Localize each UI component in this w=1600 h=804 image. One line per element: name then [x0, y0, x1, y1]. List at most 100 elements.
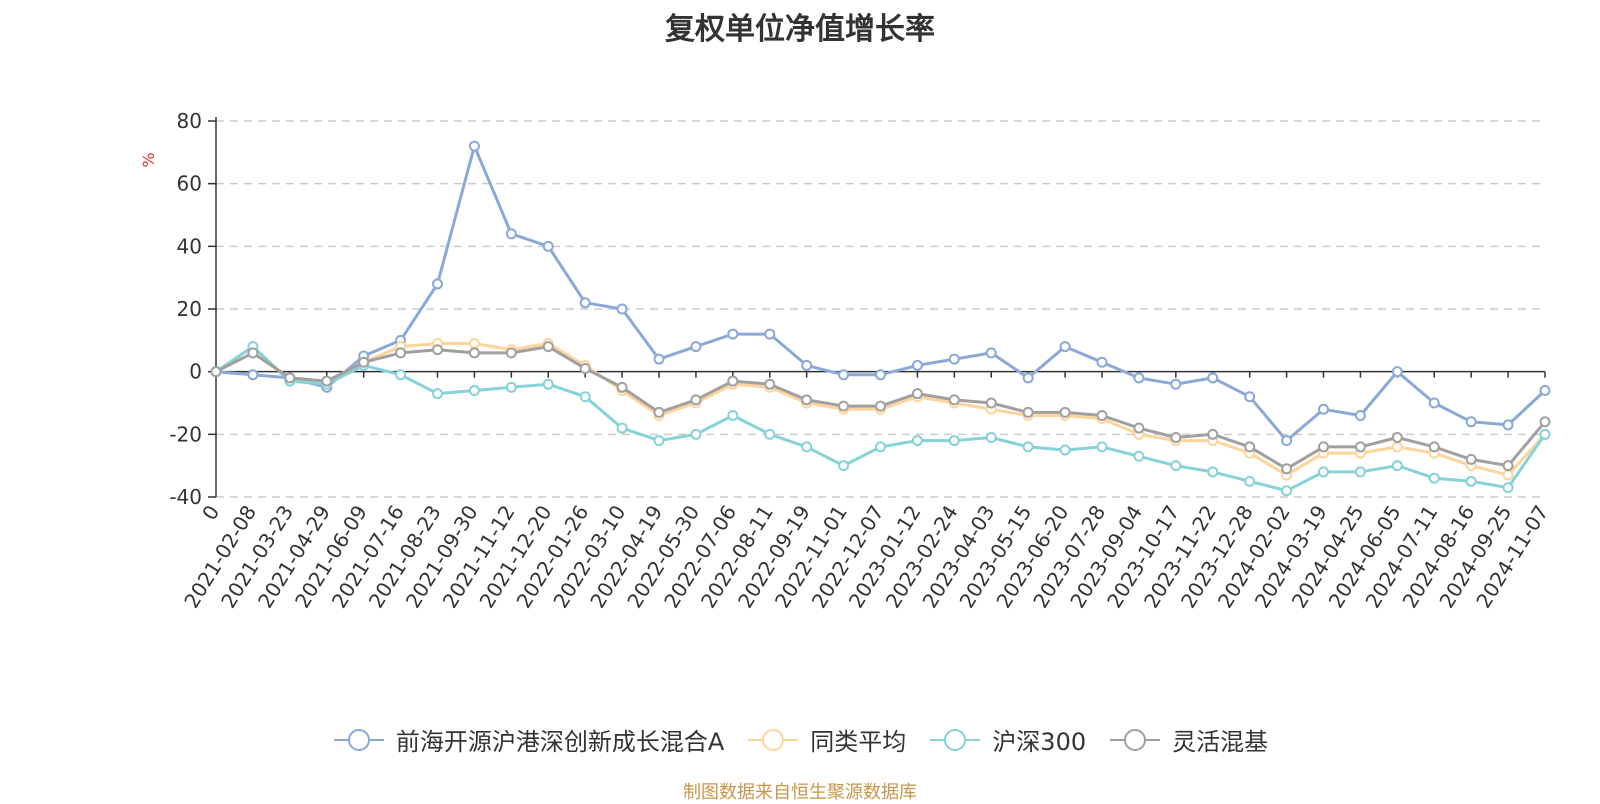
data-point — [395, 369, 407, 381]
series-line — [215, 144, 1547, 443]
data-point — [653, 406, 665, 418]
data-point — [1428, 441, 1440, 453]
data-point — [1022, 441, 1034, 453]
data-point — [579, 363, 591, 375]
legend-item[interactable]: 沪深300 — [928, 722, 1086, 757]
axes — [208, 117, 1546, 498]
data-point — [948, 435, 960, 447]
legend-item[interactable]: 灵活混基 — [1108, 722, 1268, 757]
legend-swatch-icon — [748, 728, 799, 751]
y-tick-label: 0 — [189, 360, 202, 384]
gridlines — [216, 120, 1545, 498]
series-3 — [210, 341, 1551, 475]
data-point — [1059, 406, 1071, 418]
data-point — [690, 341, 702, 353]
legend-item[interactable]: 同类平均 — [746, 722, 906, 757]
data-point — [948, 353, 960, 365]
data-point — [395, 347, 407, 359]
data-point — [616, 381, 628, 393]
data-point — [911, 435, 923, 447]
data-point — [1465, 475, 1477, 487]
chart-title: 复权单位净值增长率 — [665, 12, 935, 47]
data-point — [1281, 435, 1293, 447]
data-point — [247, 347, 259, 359]
data-point — [1133, 450, 1145, 462]
data-point — [727, 375, 739, 387]
y-tick-label: -40 — [169, 485, 202, 509]
data-point — [1133, 422, 1145, 434]
x-tick-label: 0 — [197, 501, 224, 525]
data-point — [1428, 472, 1440, 484]
series-2 — [210, 341, 1551, 497]
data-point — [358, 356, 370, 368]
data-point — [1318, 441, 1329, 453]
legend-item[interactable]: 前海开源沪港深创新成长混合A — [332, 722, 724, 757]
data-point — [1539, 384, 1551, 396]
data-point — [432, 278, 443, 290]
legend-swatch-icon — [930, 728, 981, 751]
data-point — [505, 228, 517, 240]
data-point — [1022, 372, 1034, 384]
data-point — [1096, 441, 1108, 453]
data-point — [801, 359, 813, 371]
data-point — [1281, 463, 1293, 475]
data-point — [1133, 372, 1145, 384]
data-point — [505, 381, 517, 393]
data-point — [468, 347, 480, 359]
data-point — [1354, 441, 1366, 453]
data-point — [1096, 410, 1108, 422]
data-point — [1539, 416, 1551, 428]
series-lines — [210, 140, 1551, 497]
data-point — [1391, 460, 1403, 472]
data-point — [948, 394, 960, 406]
data-point — [911, 359, 923, 371]
data-point — [1502, 482, 1514, 494]
data-point — [1354, 410, 1366, 422]
data-point — [1170, 460, 1182, 472]
data-point — [1022, 406, 1034, 418]
data-point — [1244, 475, 1256, 487]
data-point — [838, 460, 850, 472]
legend-swatch-icon — [333, 728, 384, 751]
data-point — [1244, 391, 1256, 403]
y-tick-label: 60 — [177, 172, 202, 196]
data-point — [579, 391, 591, 403]
legend-label: 灵活混基 — [1172, 728, 1269, 756]
data-point — [468, 140, 480, 152]
data-point — [1391, 366, 1403, 378]
data-point — [727, 328, 739, 340]
data-point — [985, 397, 997, 409]
data-point — [1318, 466, 1329, 478]
data-point — [1502, 469, 1514, 481]
data-point — [1465, 453, 1477, 465]
data-point — [1502, 419, 1514, 431]
data-point — [505, 347, 517, 359]
data-point — [1207, 428, 1219, 440]
data-point — [284, 372, 296, 384]
data-point — [875, 369, 886, 381]
data-point — [1059, 341, 1071, 353]
data-point — [985, 431, 997, 443]
data-point — [875, 441, 886, 453]
data-point — [542, 240, 554, 252]
data-point — [432, 344, 443, 356]
data-point — [468, 384, 480, 396]
data-point — [1207, 466, 1219, 478]
data-point — [432, 388, 443, 400]
data-point — [210, 366, 222, 378]
data-point — [985, 347, 997, 359]
data-point — [1318, 403, 1329, 415]
data-point — [1391, 441, 1403, 453]
y-tick-label: -20 — [169, 422, 202, 446]
data-point — [468, 337, 480, 349]
data-point — [1391, 431, 1403, 443]
data-point — [875, 400, 886, 412]
data-point — [801, 394, 813, 406]
data-point — [1170, 378, 1182, 390]
data-point — [616, 303, 628, 315]
data-point — [801, 441, 813, 453]
data-point — [1096, 356, 1108, 368]
data-point — [247, 369, 259, 381]
data-point — [1354, 466, 1366, 478]
